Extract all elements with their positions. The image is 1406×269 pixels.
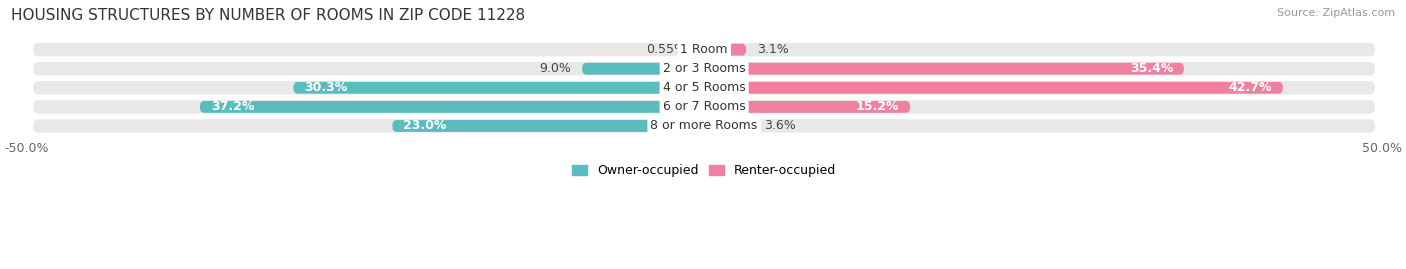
Text: 42.7%: 42.7%	[1229, 81, 1272, 94]
FancyBboxPatch shape	[696, 44, 704, 56]
FancyBboxPatch shape	[34, 62, 1375, 75]
FancyBboxPatch shape	[34, 119, 1375, 133]
Text: 15.2%: 15.2%	[856, 100, 900, 114]
FancyBboxPatch shape	[704, 82, 1282, 94]
Text: 1 Room: 1 Room	[681, 43, 728, 56]
FancyBboxPatch shape	[704, 101, 910, 113]
Text: 30.3%: 30.3%	[304, 81, 347, 94]
Text: 9.0%: 9.0%	[540, 62, 571, 75]
Text: 6 or 7 Rooms: 6 or 7 Rooms	[662, 100, 745, 114]
Text: 4 or 5 Rooms: 4 or 5 Rooms	[662, 81, 745, 94]
FancyBboxPatch shape	[704, 44, 747, 56]
FancyBboxPatch shape	[34, 43, 1375, 56]
FancyBboxPatch shape	[34, 100, 1375, 114]
Legend: Owner-occupied, Renter-occupied: Owner-occupied, Renter-occupied	[568, 160, 839, 181]
Text: 3.1%: 3.1%	[756, 43, 789, 56]
Text: 35.4%: 35.4%	[1130, 62, 1173, 75]
FancyBboxPatch shape	[704, 63, 1184, 75]
Text: Source: ZipAtlas.com: Source: ZipAtlas.com	[1277, 8, 1395, 18]
FancyBboxPatch shape	[704, 120, 754, 132]
Text: 8 or more Rooms: 8 or more Rooms	[651, 119, 758, 132]
Text: 37.2%: 37.2%	[211, 100, 254, 114]
FancyBboxPatch shape	[294, 82, 704, 94]
Text: 3.6%: 3.6%	[763, 119, 796, 132]
FancyBboxPatch shape	[392, 120, 704, 132]
Text: 23.0%: 23.0%	[404, 119, 447, 132]
Text: 2 or 3 Rooms: 2 or 3 Rooms	[662, 62, 745, 75]
FancyBboxPatch shape	[582, 63, 704, 75]
FancyBboxPatch shape	[200, 101, 704, 113]
Text: HOUSING STRUCTURES BY NUMBER OF ROOMS IN ZIP CODE 11228: HOUSING STRUCTURES BY NUMBER OF ROOMS IN…	[11, 8, 526, 23]
Text: 0.55%: 0.55%	[645, 43, 686, 56]
FancyBboxPatch shape	[34, 81, 1375, 94]
